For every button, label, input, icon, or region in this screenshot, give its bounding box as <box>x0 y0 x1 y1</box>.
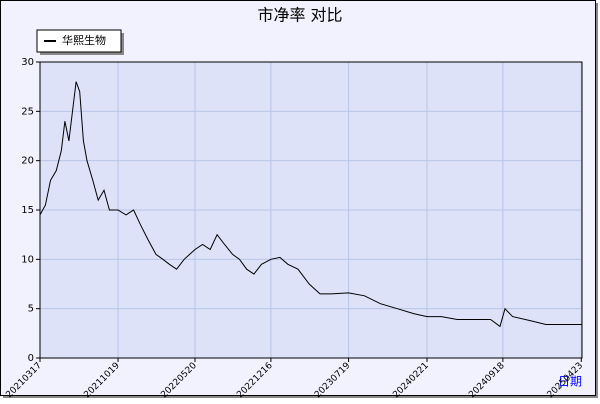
chart-title: 市净率 对比 <box>257 6 342 25</box>
plot-border <box>39 61 583 359</box>
legend-box <box>36 29 122 53</box>
y-tick-label: 5 <box>28 304 34 315</box>
y-tick-label: 30 <box>21 57 34 68</box>
legend: 华熙生物 <box>36 29 124 55</box>
y-tick-label: 10 <box>21 254 34 265</box>
line <box>39 81 582 328</box>
y-tick-label: 20 <box>21 156 34 167</box>
y-tick-label: 15 <box>21 205 34 216</box>
legend-label: 华熙生物 <box>62 33 106 47</box>
y-tick-label: 25 <box>21 106 34 117</box>
y-tick-label: 0 <box>28 353 34 364</box>
x-axis-label: 日期 <box>558 375 582 389</box>
